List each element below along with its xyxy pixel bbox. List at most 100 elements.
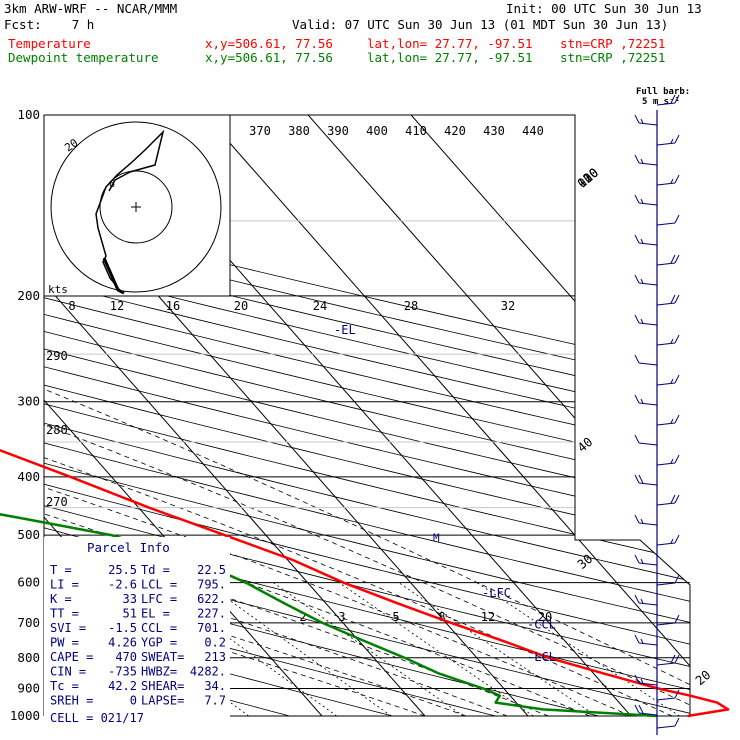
parcel-info-panel: Parcel Info T = 25.5 Td = 22.5 LI = -2.6 LCL =… (44, 537, 230, 727)
level-markers: -EL -LFC -CCL -LCL M (334, 323, 556, 664)
el-marker: -EL (334, 323, 356, 337)
hodograph-tick-label: 24 (313, 299, 327, 313)
parcel-row-label-left: SVI = (50, 621, 86, 635)
temperature-latlon: lat,lon= 27.77, -97.51 (367, 36, 533, 51)
wind-barb (634, 474, 658, 486)
wind-barb-flag (670, 94, 676, 104)
wind-barb (634, 634, 658, 646)
moist-adiabat (44, 295, 632, 716)
wind-barb (656, 334, 680, 346)
parcel-row-label-right: SHEAR= (141, 679, 184, 693)
parcel-row-label-left: TT = (50, 607, 79, 621)
wind-barb-shaft (656, 382, 676, 386)
wind-barb-flag (638, 704, 644, 714)
wind-barb-shaft (638, 482, 658, 486)
hodograph-marker-label: 6 (109, 179, 115, 190)
parcel-row-label-right: CCL = (141, 621, 177, 635)
wind-barb-half-flag (640, 678, 644, 684)
parcel-row-label-left: LI = (50, 578, 79, 592)
wind-barb (634, 314, 658, 326)
wind-barb-shaft (638, 242, 658, 246)
wind-barb-shaft (656, 622, 676, 626)
wind-barb (634, 234, 658, 246)
isotherm-line (0, 115, 13, 716)
parcel-row-value-right: 622. (197, 592, 226, 606)
wind-barb-half-flag (640, 598, 644, 604)
parcel-row-value-left: 33 (123, 592, 137, 606)
wind-barb-shaft (638, 712, 658, 716)
isotherm-line (44, 115, 323, 716)
wind-barb (634, 354, 658, 366)
wind-barb-flag (634, 274, 640, 284)
wind-barb-half-flag (640, 118, 644, 124)
wind-barb-flag (634, 594, 640, 604)
temperature-profile (0, 448, 730, 718)
parcel-row-value-left: 25.5 (108, 563, 137, 577)
wind-barb-half-flag (640, 318, 644, 324)
parcel-row-label-right: LAPSE= (141, 694, 184, 708)
wind-barb-flag (670, 494, 676, 504)
wind-panel-title: Full barb: (636, 87, 690, 97)
theta-label: 410 (405, 124, 427, 138)
wind-barb-shaft (656, 262, 676, 266)
dry-adiabat (44, 115, 690, 716)
theta-label: 440 (522, 124, 544, 138)
mixing-ratio-label: 20 (538, 610, 552, 624)
wind-barb (634, 554, 658, 566)
wind-barb-shaft (638, 202, 658, 206)
theta-label: 420 (444, 124, 466, 138)
ccl-marker: -CCL (527, 617, 556, 631)
hodograph-low-level-trace (102, 257, 125, 295)
pressure-label: 200 (17, 288, 40, 303)
dry-adiabat (44, 115, 690, 716)
parcel-row-value-right: 7.7 (204, 694, 226, 708)
wind-barb-half-flag (640, 398, 644, 404)
wind-barb-shaft (656, 582, 676, 586)
wind-barb (656, 414, 680, 426)
theta-label: 380 (288, 124, 310, 138)
parcel-row-label-right: LFC = (141, 592, 177, 606)
wind-barb-flag (674, 534, 680, 544)
dry-adiabat (44, 115, 443, 716)
wind-barb-flag (634, 154, 640, 164)
wind-barb (656, 454, 680, 466)
wind-barb-shaft (638, 122, 658, 126)
hodograph-ring-label: 20 (62, 136, 80, 154)
theta-label: 430 (483, 124, 505, 138)
parcel-row-label-right: EL = (141, 607, 170, 621)
pressure-label: 400 (17, 469, 40, 484)
hodograph-tick-label: 20 (234, 299, 248, 313)
pressure-label: 800 (17, 650, 40, 665)
parcel-row-value-left: -1.5 (108, 621, 137, 635)
wind-barb-shaft (656, 222, 676, 226)
wind-barb-flag (634, 394, 640, 404)
wind-barb-shaft (638, 522, 658, 526)
parcel-row-value-left: 4.26 (108, 636, 137, 650)
wind-barb (656, 94, 680, 106)
dewpoint-latlon: lat,lon= 27.77, -97.51 (367, 50, 533, 65)
wind-barb-flag (674, 374, 680, 384)
wind-barb-flag (674, 494, 680, 504)
mixing-ratio-label: 5 (392, 610, 399, 624)
wind-barb (634, 114, 658, 126)
wind-barb-half-flag (640, 278, 644, 284)
forecast-hour: Fcst: 7 h (4, 17, 95, 32)
wind-barb-half-flag (670, 418, 674, 424)
wind-barb-half-flag (640, 158, 644, 164)
wind-barb-shaft (656, 542, 676, 546)
valid-time: Valid: 07 UTC Sun 30 Jun 13 (01 MDT Sun … (292, 17, 669, 32)
mixing-ratio-label: 12 (481, 610, 495, 624)
dewpoint-legend: Dewpoint temperature (8, 50, 159, 65)
pressure-label: 1000 (10, 708, 40, 723)
wind-barb-flag (674, 94, 680, 104)
dewpoint-profile (0, 513, 657, 718)
parcel-info-title: Parcel Info (87, 540, 170, 555)
model-title: 3km ARW-WRF -- NCAR/MMM (4, 1, 178, 16)
wind-barb-shaft (638, 282, 658, 286)
hodograph-tick-label: 16 (166, 299, 180, 313)
parcel-row-value-right: 4282. (190, 665, 226, 679)
header: 3km ARW-WRF -- NCAR/MMM Init: 00 UTC Sun… (0, 0, 740, 70)
pressure-label: 600 (17, 575, 40, 590)
dewpoint-xy: x,y=506.61, 77.56 (205, 50, 333, 65)
wind-barb-shaft (656, 662, 676, 666)
